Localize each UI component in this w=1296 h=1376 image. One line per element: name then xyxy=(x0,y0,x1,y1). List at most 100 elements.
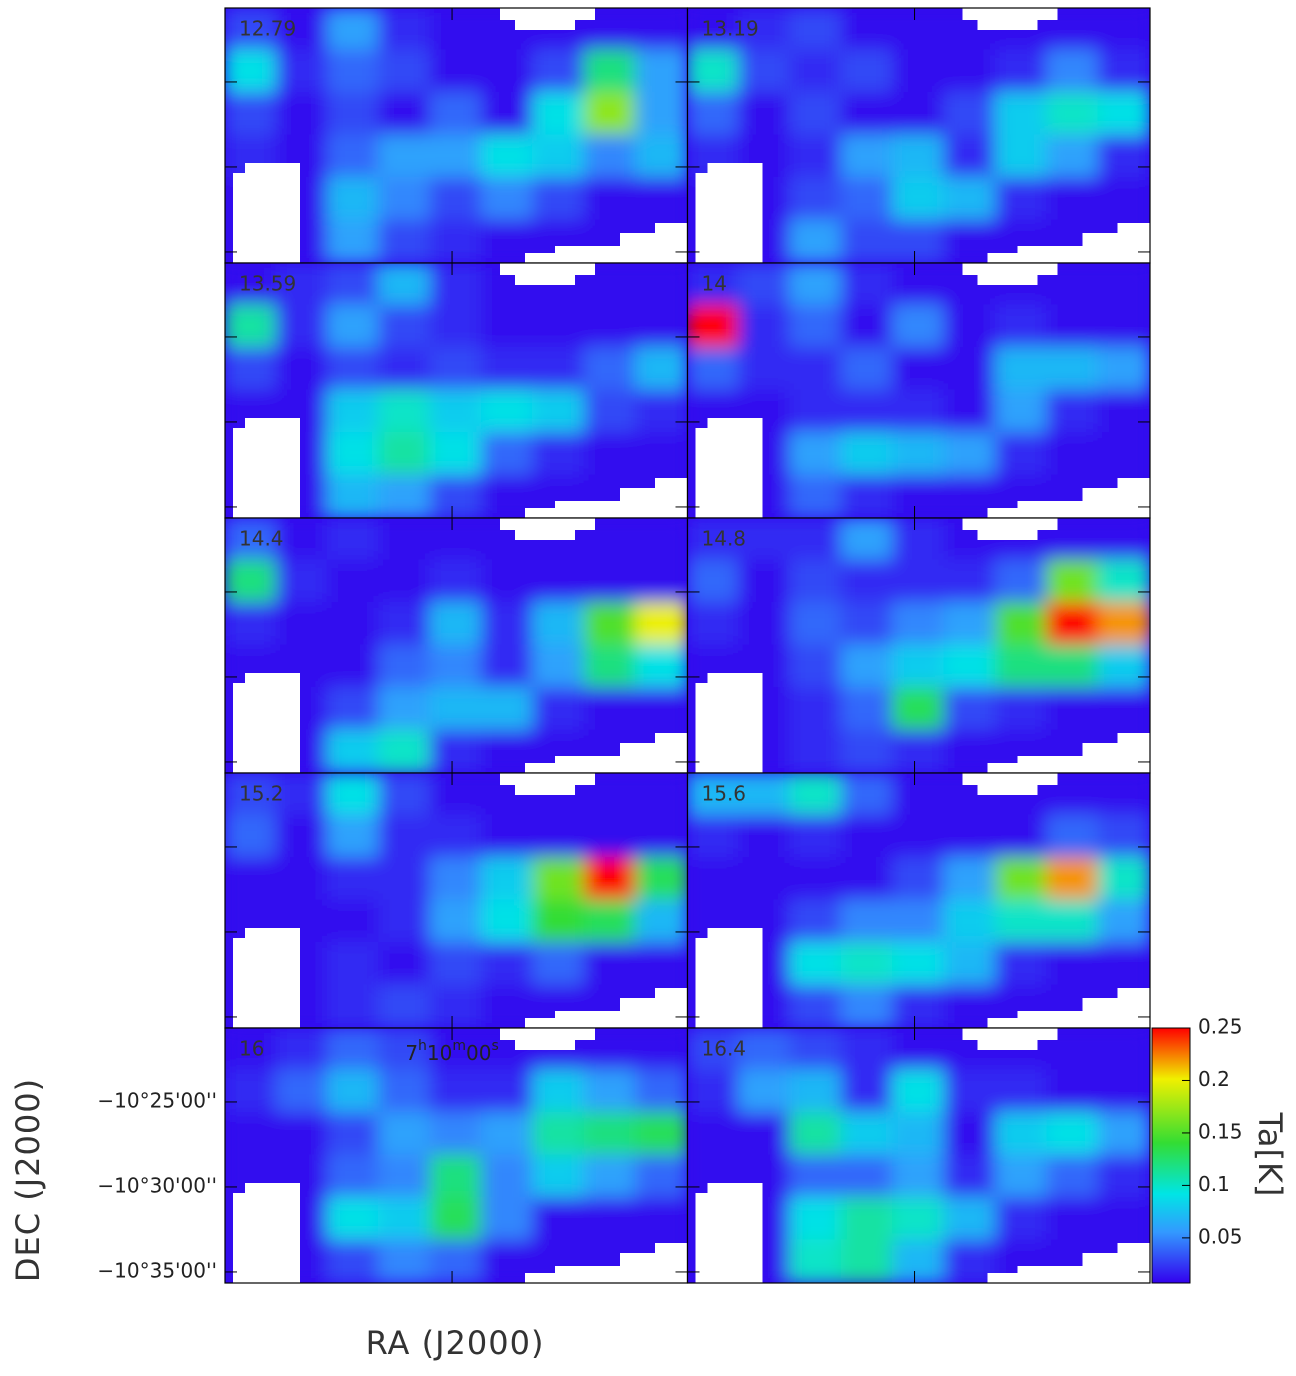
heat-cell xyxy=(1046,1112,1100,1157)
heat-cell xyxy=(1097,49,1150,94)
heat-cell xyxy=(737,1112,792,1157)
panel-map xyxy=(225,1028,688,1283)
mask-region xyxy=(233,673,300,773)
heat-cell xyxy=(994,1197,1049,1242)
heat-cell xyxy=(737,814,792,859)
mask-region xyxy=(695,673,763,773)
heat-cell xyxy=(1097,134,1150,179)
heat-cell xyxy=(635,899,688,944)
mask-region xyxy=(525,223,688,263)
heat-cell xyxy=(1046,1154,1100,1199)
heat-cell xyxy=(429,263,483,307)
heat-cell xyxy=(789,942,843,987)
heat-cell xyxy=(635,8,688,52)
colorbar-tick-label: 0.2 xyxy=(1198,1067,1230,1091)
heat-cell xyxy=(1097,1112,1150,1157)
heat-cell xyxy=(378,389,432,434)
heat-cell xyxy=(480,432,535,477)
heat-cell xyxy=(480,49,535,94)
heat-cell xyxy=(840,1239,895,1283)
heat-cell xyxy=(326,347,381,392)
heat-cell xyxy=(429,899,483,944)
panel-map xyxy=(225,518,688,773)
heat-cell xyxy=(532,857,586,902)
heat-cell xyxy=(326,644,381,689)
heat-cell xyxy=(943,389,997,434)
heat-cell xyxy=(225,602,278,647)
heat-cell xyxy=(429,687,483,732)
panel-map xyxy=(225,773,688,1028)
panel: 16 xyxy=(224,1027,689,1284)
heat-cell xyxy=(532,432,586,477)
heat-cell xyxy=(326,389,381,434)
heat-cell xyxy=(326,729,381,773)
heat-cell xyxy=(480,687,535,732)
colorbar-tick-label: 0.25 xyxy=(1198,1015,1243,1039)
heat-cell xyxy=(326,1069,381,1114)
heat-cell xyxy=(326,1028,381,1072)
heat-cell xyxy=(994,1069,1049,1114)
heat-cell xyxy=(737,8,792,52)
heat-cell xyxy=(326,687,381,732)
heat-cell xyxy=(840,263,895,307)
heat-cell xyxy=(532,389,586,434)
heat-cell xyxy=(326,942,381,987)
heat-cell xyxy=(840,474,895,518)
heat-cell xyxy=(1046,602,1100,647)
colorbar-tick-label: 0.1 xyxy=(1198,1172,1230,1196)
heat-cell xyxy=(1097,432,1150,477)
heat-cell xyxy=(429,602,483,647)
heat-cell xyxy=(840,518,895,562)
heat-cell xyxy=(583,687,638,732)
x-axis-label: RA (J2000) xyxy=(366,1324,545,1362)
mask-region xyxy=(987,223,1150,263)
heat-cell xyxy=(994,602,1049,647)
heat-cell xyxy=(378,687,432,732)
heat-cell xyxy=(429,49,483,94)
heat-cell xyxy=(994,177,1049,222)
heat-cell xyxy=(1097,389,1150,434)
heat-cell xyxy=(892,1069,946,1114)
heat-cell xyxy=(789,1028,843,1072)
heat-cell xyxy=(737,602,792,647)
heat-cell xyxy=(892,474,946,518)
heat-cell xyxy=(994,92,1049,137)
heat-cell xyxy=(943,347,997,392)
heat-cell xyxy=(378,984,432,1028)
mask-region xyxy=(962,1028,1058,1050)
heat-cell xyxy=(326,1112,381,1157)
heat-cell xyxy=(583,899,638,944)
heat-cell xyxy=(737,304,792,349)
mask-region xyxy=(962,773,1058,795)
heat-cell xyxy=(1046,814,1100,859)
heat-cell xyxy=(583,1197,638,1242)
heat-cell xyxy=(635,49,688,94)
heat-cell xyxy=(378,1239,432,1283)
heat-cell xyxy=(378,559,432,604)
heat-cell xyxy=(635,1112,688,1157)
heat-cell xyxy=(275,773,329,817)
heat-cell xyxy=(378,1069,432,1114)
heat-cell xyxy=(429,474,483,518)
heat-cell xyxy=(275,8,329,52)
heat-cell xyxy=(225,1028,278,1072)
heat-cell xyxy=(635,1154,688,1199)
heat-cell xyxy=(480,92,535,137)
heat-cell xyxy=(789,432,843,477)
heat-cell xyxy=(892,263,946,307)
heat-cell xyxy=(429,984,483,1028)
heat-cell xyxy=(687,857,740,902)
heat-cell xyxy=(583,857,638,902)
heat-cell xyxy=(378,304,432,349)
heat-cell xyxy=(480,942,535,987)
heat-cell xyxy=(737,559,792,604)
panel-map xyxy=(687,773,1150,1028)
heat-cell xyxy=(737,773,792,817)
heat-cell xyxy=(635,347,688,392)
heat-cell xyxy=(583,134,638,179)
heat-cell xyxy=(789,518,843,562)
heat-cell xyxy=(225,8,278,52)
heat-cell xyxy=(943,432,997,477)
heat-cell xyxy=(892,729,946,773)
heat-cell xyxy=(1097,773,1150,817)
